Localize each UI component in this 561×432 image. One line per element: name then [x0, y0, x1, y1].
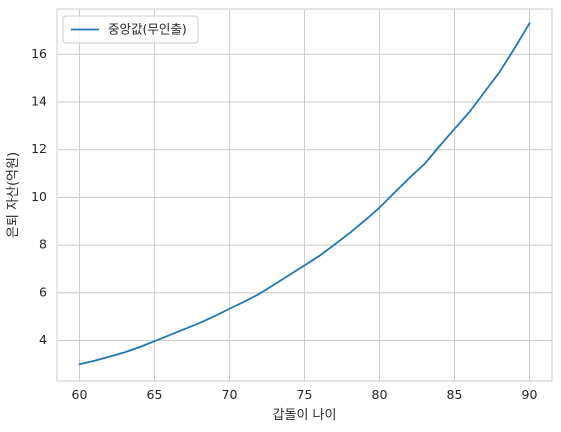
y-tick-label: 4: [39, 332, 47, 347]
y-tick-label: 14: [31, 94, 47, 109]
y-tick-label: 8: [39, 237, 47, 252]
x-tick-label: 90: [522, 387, 538, 402]
y-tick-label: 12: [31, 141, 47, 156]
x-tick-label: 75: [297, 387, 313, 402]
x-tick-label: 60: [72, 387, 88, 402]
x-tick-label: 65: [147, 387, 163, 402]
y-tick-label: 16: [31, 46, 47, 61]
x-axis-label: 갑돌이 나이: [273, 408, 337, 423]
y-tick-labels: 4 6 8 10 12 14 16: [31, 46, 47, 347]
plot-frame: [56, 8, 553, 382]
x-tick-label: 85: [447, 387, 463, 402]
x-tick-labels: 60 65 70 75 80 85 90: [72, 387, 538, 402]
legend-label: 중앙값(무인출): [108, 22, 187, 37]
legend-box: [62, 15, 199, 44]
series-line: [78, 22, 531, 366]
y-tick-label: 6: [39, 284, 47, 299]
x-tick-label: 70: [222, 387, 238, 402]
x-grid: [79, 9, 530, 381]
y-tick-label: 10: [31, 189, 47, 204]
y-axis-label: 은퇴 자산(억원): [6, 152, 21, 238]
series-layer: [78, 22, 531, 366]
legend: 중앙값(무인출): [62, 15, 199, 44]
y-grid: [57, 53, 552, 341]
x-tick-label: 80: [372, 387, 388, 402]
